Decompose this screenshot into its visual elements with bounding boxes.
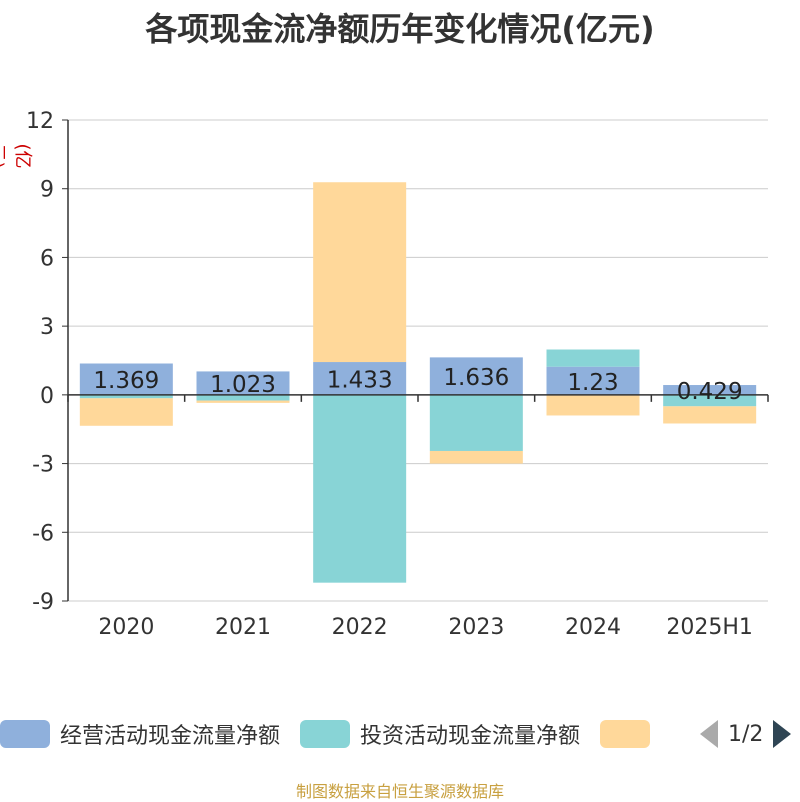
y-tick-label: -9 [32,590,54,615]
bar-2024-series-0 [546,366,640,395]
y-tick-label: -3 [32,453,54,478]
bar-2023-series-2 [429,450,523,464]
legend-page-indicator: 1/2 [728,721,764,747]
chart-title: 各项现金流净额历年变化情况(亿元) [145,10,655,48]
bar-2020-series-1 [79,394,173,399]
bar-2022-series-2 [313,182,407,363]
bar-2023-series-1 [429,394,523,451]
bar-2025H1-series-0 [663,385,757,395]
y-tick-label: 12 [26,109,54,134]
stacked-bar-chart: 12 9 6 3 0 -3 -6 -9 2020 2021 2022 2023 2024 2025H1 1.… [26,109,769,640]
bar-2024-series-2 [546,394,640,416]
legend-swatch [600,720,651,748]
x-tick-label: 2020 [98,615,154,640]
y-tick-label: 0 [40,384,54,409]
legend-swatch [300,720,351,748]
x-tick-label: 2021 [215,615,271,640]
x-tick-label: 2024 [565,615,621,640]
legend-item-third[interactable] [600,720,660,748]
data-label: 1.023 [210,372,276,398]
bar-2020-series-0 [79,363,173,395]
bar-2025H1-series-2 [663,406,757,424]
data-label: 1.636 [443,365,509,391]
data-label: 1.369 [93,368,159,394]
legend-label: 投资活动现金流量净额 [360,724,581,749]
legend-prev-icon[interactable] [700,720,718,748]
data-label: 0.429 [677,379,743,405]
bar-2020-series-2 [79,398,173,426]
bar-2024-series-1 [546,349,640,367]
legend-next-icon[interactable] [773,720,792,748]
y-tick-label: 3 [40,315,54,340]
data-label: 1.433 [327,367,393,393]
legend-item-operating[interactable]: 经营活动现金流量净额 [0,718,280,750]
bar-2022-series-0 [313,362,407,395]
bar-2023-series-0 [429,357,523,395]
data-label: 1.23 [567,370,618,396]
legend-pager: 1/2 [700,716,792,752]
legend-swatch [0,720,50,748]
bar-2025H1-series-1 [663,394,757,407]
y-tick-label: 6 [40,246,54,271]
legend: 经营活动现金流量净额 投资活动现金流量净额 [0,716,800,752]
legend-label: 经营活动现金流量净额 [60,724,281,749]
x-tick-label: 2025H1 [666,615,753,640]
bar-2021-series-1 [196,394,290,401]
bar-2022-series-1 [313,394,407,583]
legend-item-investing[interactable]: 投资活动现金流量净额 [300,718,580,750]
y-tick-label: 9 [40,178,54,203]
x-tick-label: 2023 [448,615,504,640]
bar-2021-series-2 [196,400,290,403]
bar-2021-series-0 [196,371,290,395]
x-tick-label: 2022 [332,615,388,640]
y-tick-label: -6 [32,521,54,546]
data-source-note: 制图数据来自恒生聚源数据库 [295,782,504,801]
